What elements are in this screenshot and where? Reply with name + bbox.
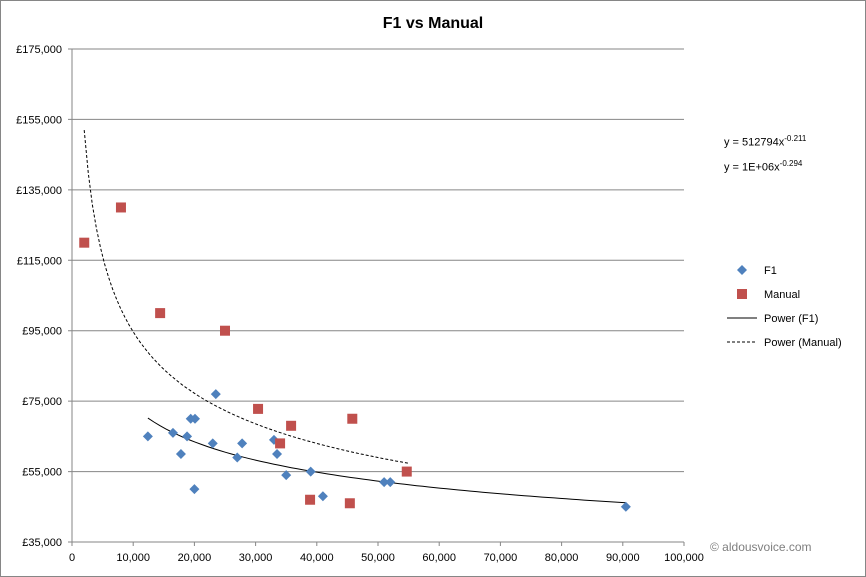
watermark: © aldousvoice.com <box>710 540 812 554</box>
legend-label: Power (Manual) <box>764 337 842 349</box>
x-tick-label: 50,000 <box>361 552 395 564</box>
point-manual <box>79 237 90 248</box>
point-manual <box>344 498 355 509</box>
point-f1 <box>175 448 186 459</box>
legend-label: F1 <box>764 265 777 277</box>
trendline-manual <box>83 130 409 464</box>
point-f1 <box>620 501 631 512</box>
x-tick-label: 40,000 <box>300 552 334 564</box>
point-f1 <box>379 477 390 488</box>
legend-marker-manual <box>737 289 747 299</box>
point-f1 <box>210 389 221 400</box>
y-tick-label: £35,000 <box>22 537 62 549</box>
equation-f1-exp: -0.211 <box>784 134 807 143</box>
point-manual <box>155 308 166 319</box>
point-f1 <box>189 484 200 495</box>
point-f1 <box>305 466 316 477</box>
y-tick-label: £135,000 <box>16 185 62 197</box>
point-manual <box>305 494 316 505</box>
x-tick-label: 70,000 <box>484 552 518 564</box>
point-manual <box>253 403 264 414</box>
x-tick-label: 20,000 <box>178 552 212 564</box>
point-f1 <box>167 427 178 438</box>
y-tick-label: £175,000 <box>16 44 62 56</box>
point-f1 <box>142 431 153 442</box>
y-tick-label: £155,000 <box>16 114 62 126</box>
point-f1 <box>232 452 243 463</box>
equation-f1: y = 512794x-0.211 <box>724 134 806 149</box>
point-manual <box>220 325 230 336</box>
legend-label: Power (F1) <box>764 313 818 325</box>
point-manual <box>286 420 297 431</box>
equation-manual-exp: -0.294 <box>779 159 803 168</box>
legend-label: Manual <box>764 289 800 301</box>
point-f1 <box>272 448 283 459</box>
point-f1 <box>190 413 201 424</box>
x-tick-label: 80,000 <box>545 552 579 564</box>
point-manual <box>275 438 286 449</box>
equation-manual: y = 1E+06x-0.294 <box>724 159 802 174</box>
x-tick-label: 0 <box>69 552 75 564</box>
equation-f1-base: y = 512794x <box>724 136 785 149</box>
x-tick-label: 10,000 <box>116 552 150 564</box>
point-f1 <box>317 491 328 502</box>
x-tick-label: 30,000 <box>239 552 273 564</box>
y-tick-label: £95,000 <box>22 326 62 338</box>
equation-manual-base: y = 1E+06x <box>724 161 780 174</box>
point-manual <box>347 413 358 424</box>
trendline-f1 <box>147 417 626 504</box>
point-manual <box>401 466 412 477</box>
point-f1 <box>237 438 248 449</box>
legend-marker-f1 <box>737 265 747 275</box>
point-f1 <box>385 477 396 488</box>
point-manual <box>115 202 126 213</box>
y-tick-label: £75,000 <box>22 396 62 408</box>
y-tick-label: £55,000 <box>22 467 62 479</box>
point-f1 <box>182 431 193 442</box>
chart-title: F1 vs Manual <box>383 15 483 32</box>
y-tick-label: £115,000 <box>17 255 62 267</box>
point-f1 <box>207 438 218 449</box>
x-tick-label: 90,000 <box>606 552 640 564</box>
x-tick-label: 100,000 <box>664 552 704 564</box>
x-tick-label: 60,000 <box>422 552 456 564</box>
point-f1 <box>281 470 292 481</box>
